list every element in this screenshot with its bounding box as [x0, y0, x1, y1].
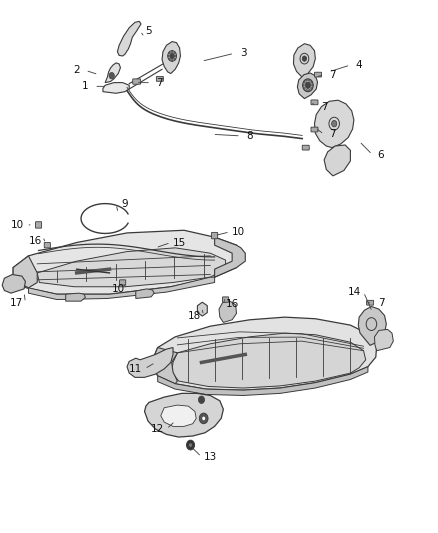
- FancyBboxPatch shape: [44, 243, 50, 248]
- FancyBboxPatch shape: [133, 79, 141, 84]
- Text: 16: 16: [226, 299, 239, 309]
- Text: 7: 7: [329, 130, 336, 139]
- Text: 15: 15: [173, 238, 186, 247]
- Polygon shape: [158, 367, 368, 395]
- Circle shape: [306, 90, 307, 92]
- Text: 13: 13: [204, 452, 217, 462]
- Circle shape: [187, 440, 194, 450]
- Circle shape: [169, 52, 170, 54]
- Circle shape: [189, 443, 192, 447]
- Text: 10: 10: [232, 227, 245, 237]
- Circle shape: [171, 59, 173, 61]
- FancyBboxPatch shape: [311, 100, 318, 104]
- Text: 5: 5: [145, 26, 152, 36]
- Text: 2: 2: [73, 66, 80, 75]
- Circle shape: [305, 82, 311, 88]
- Polygon shape: [151, 317, 377, 390]
- Text: 10: 10: [11, 220, 24, 230]
- Polygon shape: [103, 83, 129, 93]
- Polygon shape: [172, 333, 366, 388]
- Text: 3: 3: [240, 49, 247, 58]
- FancyBboxPatch shape: [212, 232, 218, 239]
- Text: 7: 7: [378, 298, 385, 308]
- Circle shape: [311, 84, 313, 86]
- FancyBboxPatch shape: [311, 127, 318, 132]
- Text: 12: 12: [151, 424, 164, 434]
- FancyBboxPatch shape: [223, 297, 229, 302]
- Polygon shape: [145, 393, 223, 437]
- Circle shape: [311, 81, 312, 83]
- Polygon shape: [13, 230, 241, 294]
- Polygon shape: [324, 145, 350, 176]
- Text: 1: 1: [82, 82, 89, 91]
- Polygon shape: [161, 405, 196, 426]
- Circle shape: [306, 79, 307, 81]
- Circle shape: [308, 90, 310, 92]
- Polygon shape: [297, 73, 318, 99]
- Circle shape: [175, 55, 177, 57]
- Polygon shape: [28, 277, 215, 300]
- Circle shape: [174, 52, 176, 54]
- Circle shape: [109, 72, 114, 79]
- FancyBboxPatch shape: [120, 280, 126, 285]
- Polygon shape: [66, 293, 85, 301]
- Text: 10: 10: [112, 284, 125, 294]
- Circle shape: [174, 58, 176, 60]
- Text: 17: 17: [10, 298, 23, 308]
- Circle shape: [308, 79, 310, 81]
- Text: 7: 7: [321, 102, 328, 111]
- FancyBboxPatch shape: [367, 301, 374, 305]
- Polygon shape: [374, 329, 393, 351]
- Text: 7: 7: [329, 70, 336, 79]
- Circle shape: [168, 55, 170, 57]
- Text: 6: 6: [378, 150, 385, 159]
- Polygon shape: [293, 44, 315, 77]
- Circle shape: [199, 413, 208, 424]
- Polygon shape: [219, 301, 237, 322]
- Text: 14: 14: [348, 287, 361, 297]
- Circle shape: [332, 120, 337, 127]
- Polygon shape: [314, 100, 354, 148]
- FancyBboxPatch shape: [156, 76, 163, 81]
- Polygon shape: [117, 21, 141, 56]
- Text: 18: 18: [188, 311, 201, 320]
- Polygon shape: [136, 289, 154, 298]
- Circle shape: [302, 56, 307, 61]
- Circle shape: [198, 396, 205, 403]
- Circle shape: [169, 58, 170, 60]
- Circle shape: [170, 53, 174, 59]
- Text: 8: 8: [246, 131, 253, 141]
- Polygon shape: [37, 248, 226, 287]
- Polygon shape: [151, 348, 177, 384]
- FancyBboxPatch shape: [314, 72, 321, 77]
- Circle shape: [202, 416, 205, 421]
- Polygon shape: [162, 42, 180, 74]
- Circle shape: [303, 84, 304, 86]
- Polygon shape: [215, 237, 245, 277]
- Polygon shape: [358, 306, 386, 345]
- Circle shape: [311, 87, 312, 90]
- Text: 11: 11: [129, 364, 142, 374]
- Text: 9: 9: [121, 199, 128, 209]
- Circle shape: [304, 87, 305, 90]
- FancyBboxPatch shape: [35, 222, 42, 228]
- Circle shape: [171, 51, 173, 53]
- Polygon shape: [127, 348, 173, 377]
- Circle shape: [304, 81, 305, 83]
- Text: 7: 7: [156, 78, 163, 87]
- Polygon shape: [2, 274, 25, 293]
- Text: 16: 16: [29, 236, 42, 246]
- Polygon shape: [13, 256, 37, 288]
- Text: 4: 4: [356, 60, 363, 70]
- FancyBboxPatch shape: [302, 145, 309, 150]
- Polygon shape: [105, 63, 120, 83]
